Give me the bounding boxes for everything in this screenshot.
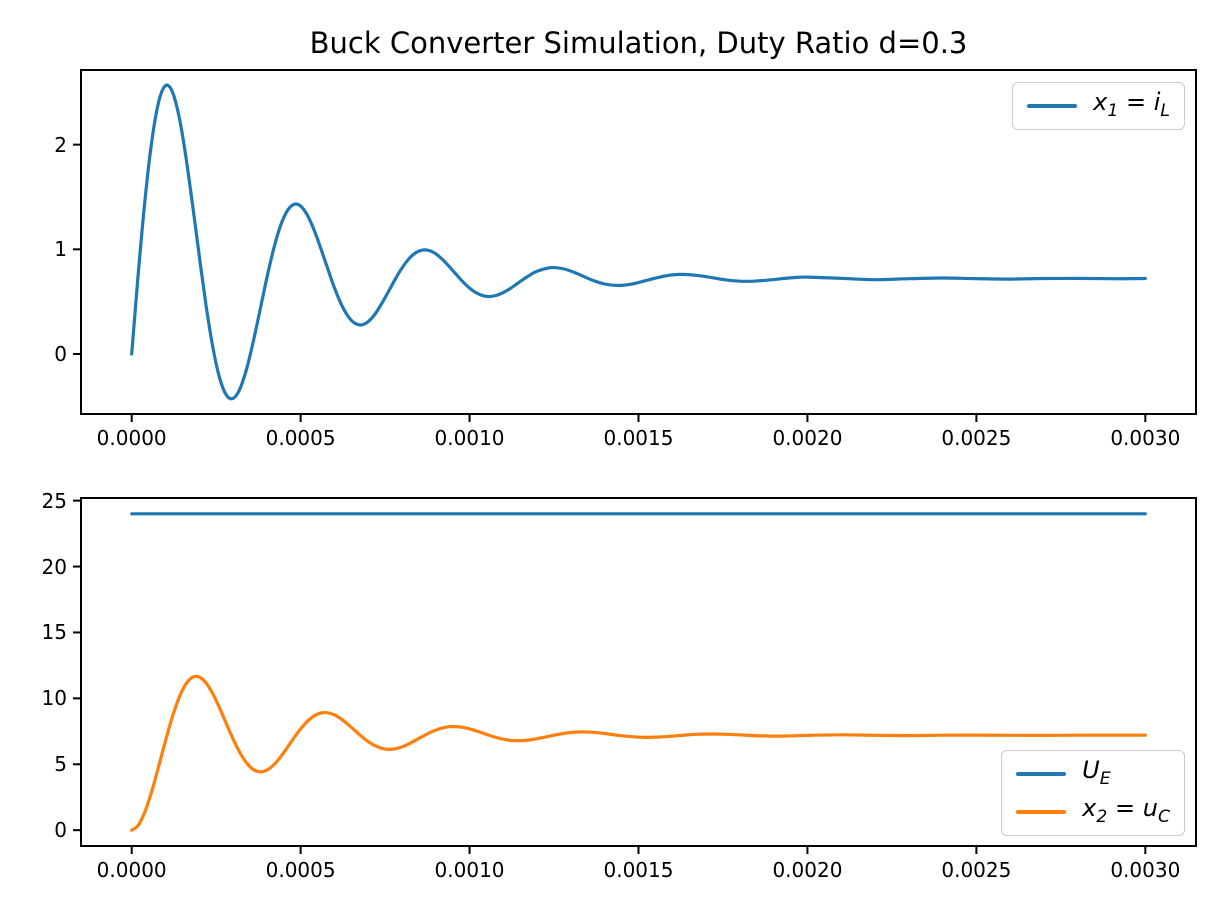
- legend-line-sample: [1016, 772, 1067, 776]
- line-x-2-u-c: [130, 674, 1147, 832]
- y-tick-label: 2: [54, 132, 67, 157]
- x-tick-label: 0.0030: [1110, 858, 1181, 882]
- axes-bottom: [73, 497, 1197, 854]
- x-tick-label: 0.0010: [434, 858, 505, 882]
- x-tick-label: 0.0005: [265, 858, 336, 882]
- x-tick-label: 0.0025: [941, 426, 1012, 450]
- y-tick-label: 25: [41, 488, 67, 513]
- plot-title: Buck Converter Simulation, Duty Ratio d=…: [309, 26, 968, 60]
- y-tick-label: 15: [41, 620, 67, 645]
- y-tick-label: 1: [54, 237, 67, 262]
- y-tick-label: 5: [54, 752, 67, 777]
- legend-label: x1 = iL: [1093, 87, 1170, 121]
- legend-label: UE: [1082, 755, 1111, 789]
- legend-box: x1 = iL: [1012, 82, 1185, 130]
- legend-line-sample: [1016, 810, 1067, 814]
- x-tick-label: 0.0005: [265, 426, 336, 450]
- x-tick-label: 0.0020: [772, 858, 843, 882]
- x-tick-label: 0.0015: [603, 426, 674, 450]
- axes-top: [73, 69, 1197, 422]
- y-tick-label: 0: [54, 818, 67, 843]
- x-tick-label: 0.0015: [603, 858, 674, 882]
- line-x-1-i-l: [130, 83, 1147, 401]
- x-tick-label: 0.0025: [941, 858, 1012, 882]
- y-tick-label: 20: [41, 554, 67, 579]
- legend-entry-u-e: UE: [1016, 756, 1170, 789]
- legend-box: UE x2 = uC: [1001, 750, 1185, 836]
- x-tick-label: 0.0010: [434, 426, 505, 450]
- x-tick-label: 0.0000: [96, 858, 167, 882]
- legend-entry-x-1-i-l: x1 = iL: [1027, 88, 1170, 121]
- y-tick-label: 0: [54, 342, 67, 366]
- legend-entry-x-2-u-c: x2 = uC: [1016, 794, 1170, 827]
- legend-line-sample: [1027, 104, 1078, 108]
- y-tick-label: 10: [41, 686, 67, 711]
- x-tick-label: 0.0000: [96, 426, 167, 450]
- legend-label: x2 = uC: [1082, 793, 1170, 827]
- x-tick-label: 0.0030: [1110, 426, 1181, 450]
- x-tick-label: 0.0020: [772, 426, 843, 450]
